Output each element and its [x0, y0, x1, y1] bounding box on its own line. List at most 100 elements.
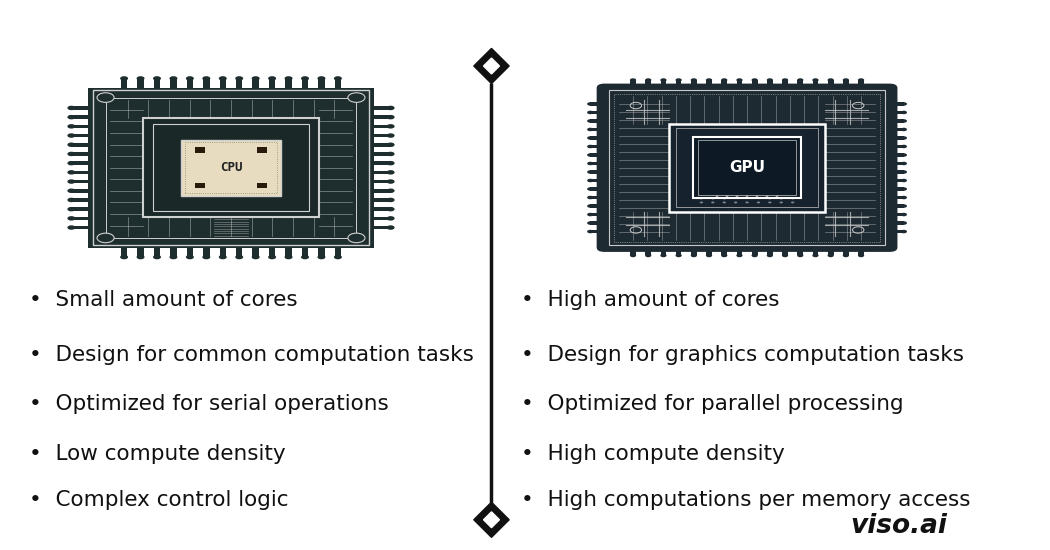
- Circle shape: [285, 255, 293, 259]
- Circle shape: [317, 255, 326, 259]
- FancyBboxPatch shape: [286, 79, 292, 88]
- Circle shape: [779, 197, 783, 200]
- Circle shape: [630, 78, 636, 82]
- FancyBboxPatch shape: [737, 248, 742, 255]
- FancyBboxPatch shape: [318, 248, 324, 257]
- FancyBboxPatch shape: [590, 205, 605, 208]
- FancyBboxPatch shape: [374, 161, 391, 165]
- FancyBboxPatch shape: [374, 207, 391, 211]
- FancyBboxPatch shape: [843, 80, 848, 88]
- Circle shape: [268, 255, 276, 259]
- FancyBboxPatch shape: [71, 198, 88, 202]
- FancyBboxPatch shape: [797, 80, 803, 88]
- FancyBboxPatch shape: [286, 248, 292, 257]
- Polygon shape: [483, 58, 500, 74]
- FancyBboxPatch shape: [170, 248, 176, 257]
- FancyBboxPatch shape: [153, 79, 161, 88]
- FancyBboxPatch shape: [71, 143, 88, 146]
- Circle shape: [268, 76, 276, 81]
- Text: •  Complex control logic: • Complex control logic: [29, 491, 289, 510]
- FancyBboxPatch shape: [374, 106, 391, 110]
- Circle shape: [67, 207, 76, 211]
- FancyBboxPatch shape: [374, 189, 391, 192]
- FancyBboxPatch shape: [301, 248, 309, 257]
- FancyBboxPatch shape: [143, 118, 319, 217]
- FancyBboxPatch shape: [153, 248, 161, 257]
- FancyBboxPatch shape: [590, 145, 605, 148]
- FancyBboxPatch shape: [71, 161, 88, 165]
- Text: •  High amount of cores: • High amount of cores: [521, 290, 779, 310]
- Circle shape: [169, 76, 177, 81]
- Circle shape: [722, 197, 726, 200]
- Circle shape: [858, 254, 864, 257]
- Circle shape: [386, 161, 395, 166]
- Circle shape: [67, 152, 76, 156]
- FancyBboxPatch shape: [71, 116, 88, 119]
- FancyBboxPatch shape: [590, 170, 605, 174]
- Circle shape: [752, 78, 758, 82]
- Circle shape: [97, 93, 114, 102]
- Circle shape: [901, 102, 907, 106]
- FancyBboxPatch shape: [752, 80, 757, 88]
- Circle shape: [301, 76, 309, 81]
- Circle shape: [901, 119, 907, 123]
- FancyBboxPatch shape: [269, 248, 275, 257]
- FancyBboxPatch shape: [630, 80, 636, 88]
- Text: •  Low compute density: • Low compute density: [29, 444, 286, 464]
- Circle shape: [203, 255, 210, 259]
- Text: •  Optimized for serial operations: • Optimized for serial operations: [29, 394, 390, 414]
- FancyBboxPatch shape: [590, 188, 605, 191]
- FancyBboxPatch shape: [257, 183, 268, 188]
- Circle shape: [736, 254, 742, 257]
- FancyBboxPatch shape: [318, 79, 324, 88]
- FancyBboxPatch shape: [236, 248, 243, 257]
- Circle shape: [757, 194, 760, 195]
- FancyBboxPatch shape: [71, 189, 88, 192]
- FancyBboxPatch shape: [335, 79, 341, 88]
- FancyBboxPatch shape: [590, 162, 605, 165]
- FancyBboxPatch shape: [646, 248, 651, 255]
- FancyBboxPatch shape: [707, 80, 712, 88]
- FancyBboxPatch shape: [889, 179, 904, 182]
- Circle shape: [587, 213, 593, 216]
- Circle shape: [67, 189, 76, 193]
- Circle shape: [587, 187, 593, 191]
- Circle shape: [901, 136, 907, 140]
- Circle shape: [901, 162, 907, 165]
- FancyBboxPatch shape: [721, 248, 727, 255]
- FancyBboxPatch shape: [889, 170, 904, 174]
- Circle shape: [675, 254, 681, 257]
- FancyBboxPatch shape: [269, 79, 275, 88]
- FancyBboxPatch shape: [71, 207, 88, 211]
- Circle shape: [797, 254, 803, 257]
- FancyBboxPatch shape: [219, 248, 226, 257]
- Polygon shape: [483, 512, 500, 527]
- FancyBboxPatch shape: [889, 162, 904, 165]
- FancyBboxPatch shape: [71, 124, 88, 128]
- FancyBboxPatch shape: [889, 136, 904, 140]
- FancyBboxPatch shape: [590, 119, 605, 123]
- FancyBboxPatch shape: [590, 179, 605, 182]
- Circle shape: [587, 102, 593, 106]
- FancyBboxPatch shape: [219, 79, 226, 88]
- Circle shape: [711, 194, 715, 195]
- FancyBboxPatch shape: [630, 248, 636, 255]
- Circle shape: [901, 196, 907, 199]
- FancyBboxPatch shape: [374, 217, 391, 220]
- FancyBboxPatch shape: [374, 143, 391, 146]
- Circle shape: [317, 76, 326, 81]
- FancyBboxPatch shape: [676, 248, 681, 255]
- FancyBboxPatch shape: [813, 80, 818, 88]
- Text: •  High computations per memory access: • High computations per memory access: [521, 491, 970, 510]
- Circle shape: [587, 170, 593, 174]
- Circle shape: [827, 254, 834, 257]
- Circle shape: [757, 201, 760, 203]
- Circle shape: [766, 254, 773, 257]
- FancyBboxPatch shape: [374, 124, 391, 128]
- Circle shape: [120, 76, 128, 81]
- Circle shape: [691, 78, 697, 82]
- Circle shape: [386, 216, 395, 221]
- Circle shape: [791, 194, 795, 195]
- FancyBboxPatch shape: [71, 106, 88, 110]
- Circle shape: [334, 76, 342, 81]
